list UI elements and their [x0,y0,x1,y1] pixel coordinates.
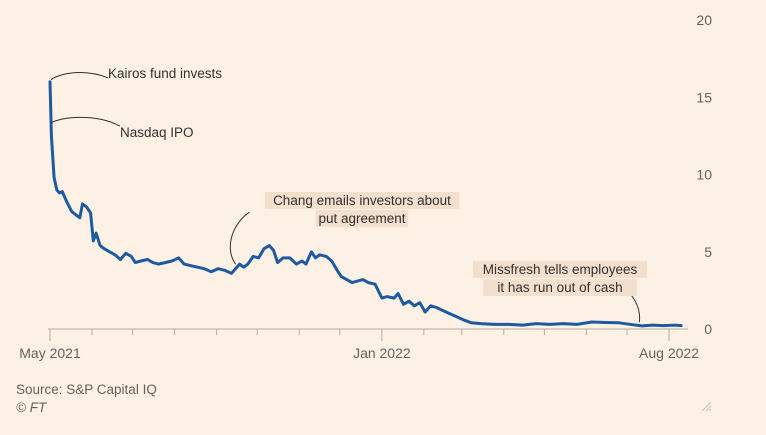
y-tick-label: 20 [696,12,712,28]
annotation-highlight [315,210,409,227]
annotation-label: Nasdaq IPO [120,125,194,140]
annotation-chang: Chang emails investors about put agreemen… [229,192,460,265]
y-tick-label: 10 [696,167,712,183]
annotation-highlight [264,192,460,209]
y-tick-label: 15 [696,89,712,105]
annotation-missfresh: Missfresh tells employees it has run out … [473,261,647,323]
annotation-label: Missfresh tells employees [483,262,638,277]
x-tick-label: Aug 2022 [639,345,699,361]
y-tick-label: 0 [704,321,712,337]
annotation-label: Chang emails investors about [273,193,451,208]
y-tick-label: 5 [704,244,712,260]
copyright-note: © FT [16,400,47,415]
x-tick-label: May 2021 [19,345,81,361]
annotation-leader [50,72,109,81]
resize-grip-icon[interactable] [700,400,712,412]
annotation-highlight [473,261,647,278]
source-note: Source: S&P Capital IQ [16,382,157,397]
annotation-label: put agreement [318,211,405,226]
annotation-highlight [483,279,637,296]
line-chart: 0 5 10 15 20 May 2021 Jan 2022 Aug 2022 Kairos… [19,12,712,361]
price-series-line [48,80,683,328]
annotation-ipo: Nasdaq IPO [50,116,194,140]
annotations: Kairos fund invests Nasdaq IPO Chang email… [50,66,647,323]
x-axis: May 2021 Jan 2022 Aug 2022 [19,329,699,361]
annotation-kairos: Kairos fund invests [50,66,222,81]
annotation-leader [50,116,121,127]
annotation-leader [229,211,250,265]
annotation-label: Kairos fund invests [108,66,222,81]
annotation-label: it has run out of cash [497,280,622,295]
x-tick-label: Jan 2022 [353,345,411,361]
y-axis: 0 5 10 15 20 [696,12,712,337]
